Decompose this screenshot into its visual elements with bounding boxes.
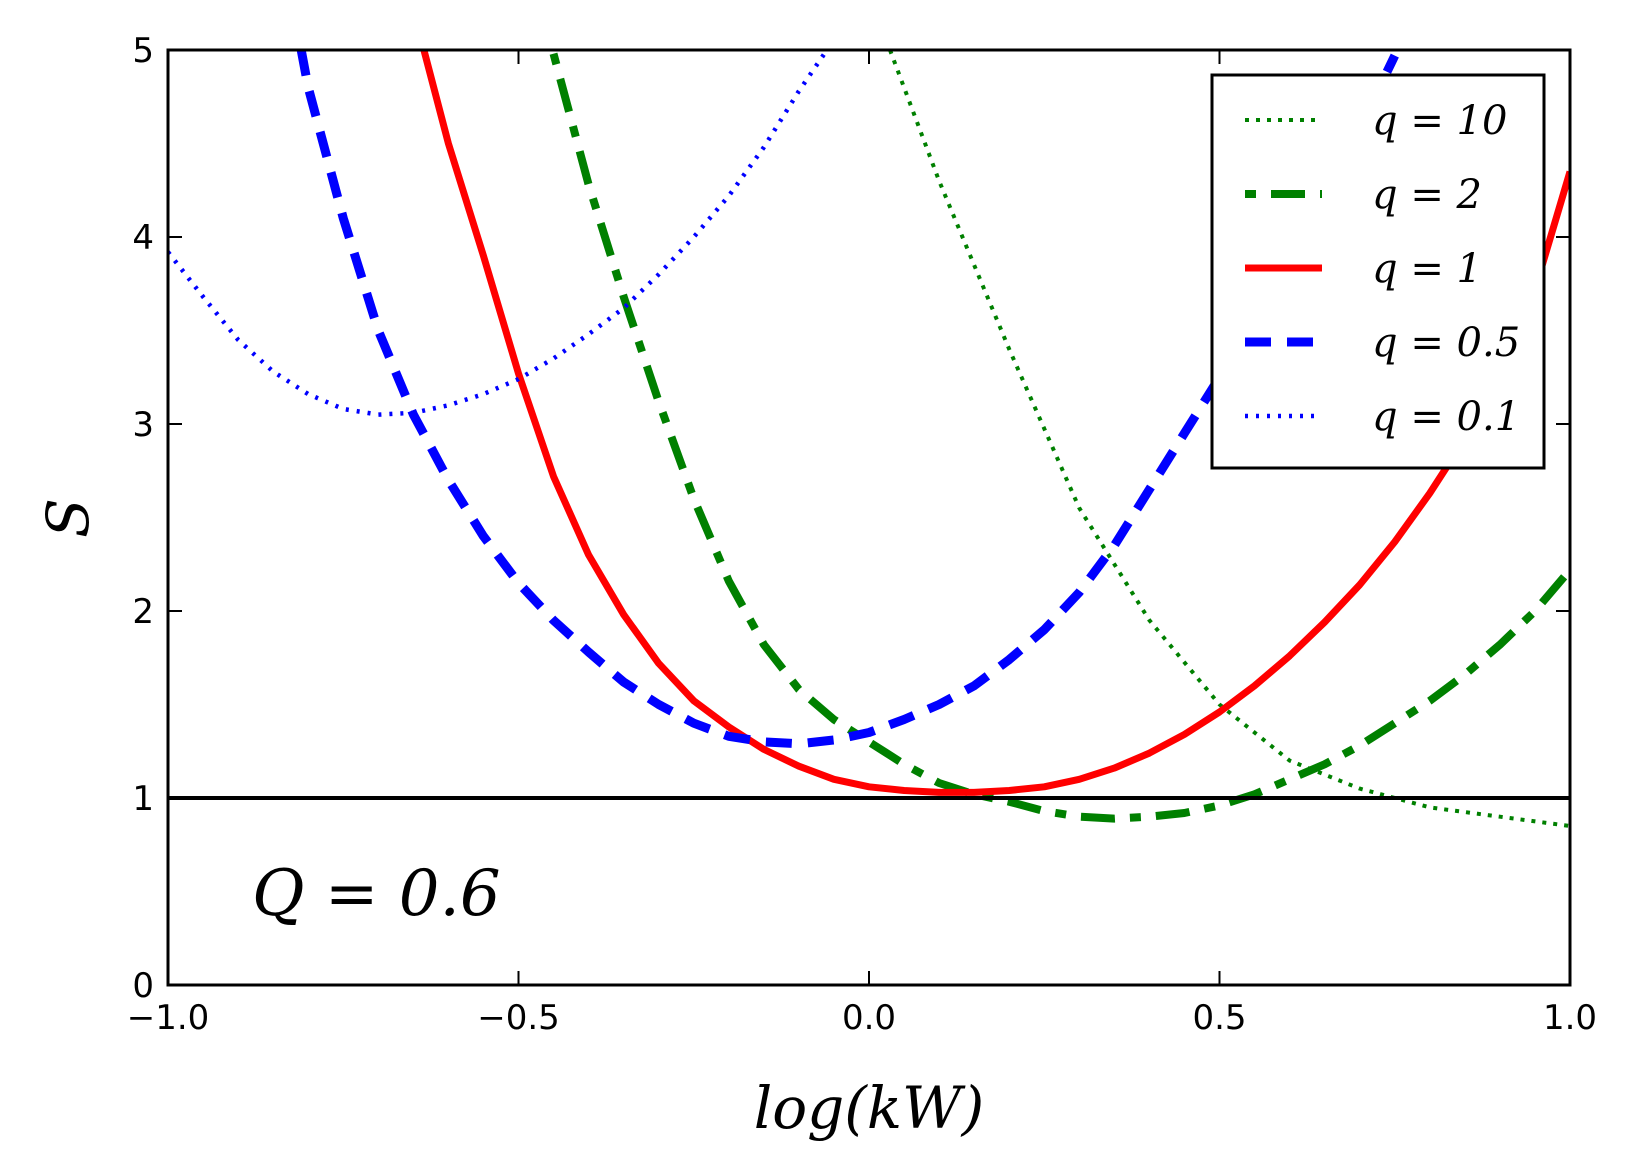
y-axis-label: S	[34, 498, 102, 538]
y-tick-label-4: 4	[132, 218, 154, 258]
y-tick-label-3: 3	[132, 405, 154, 445]
q-annotation: Q = 0.6	[252, 857, 501, 931]
legend: q = 10 q = 2 q = 1 q = 0.5 q = 0.1	[1210, 73, 1546, 470]
series-line-2	[420, 50, 1570, 796]
x-tick-label-4: 1.0	[1543, 998, 1597, 1038]
legend-label-0: q = 10	[1372, 98, 1507, 144]
x-tick-label-2: 0.0	[842, 998, 896, 1038]
tick-layer: −1.0 −0.5 0.0 0.5 1.0 0 1 2 3 4 5	[127, 31, 1597, 1038]
y-tick-label-5: 5	[132, 31, 154, 71]
y-tick-label-1: 1	[132, 779, 154, 819]
x-tick-label-3: 0.5	[1192, 998, 1246, 1038]
legend-label-4: q = 0.1	[1372, 394, 1520, 440]
series-line-1	[549, 52, 1570, 823]
series-line-3	[296, 50, 1399, 749]
series-line-0	[888, 50, 1570, 828]
x-axis-label: log(kW)	[754, 1074, 985, 1142]
legend-label-3: q = 0.5	[1372, 320, 1520, 366]
legend-items: q = 10 q = 2 q = 1 q = 0.5 q = 0.1	[1245, 98, 1520, 440]
x-tick-label-0: −1.0	[127, 998, 210, 1038]
y-tick-label-0: 0	[132, 966, 154, 1006]
series-line-4	[168, 50, 829, 417]
series-layer	[168, 50, 1570, 828]
x-tick-label-1: −0.5	[477, 998, 560, 1038]
legend-label-2: q = 1	[1372, 246, 1482, 292]
legend-label-1: q = 2	[1372, 172, 1482, 218]
y-tick-label-2: 2	[132, 592, 154, 632]
